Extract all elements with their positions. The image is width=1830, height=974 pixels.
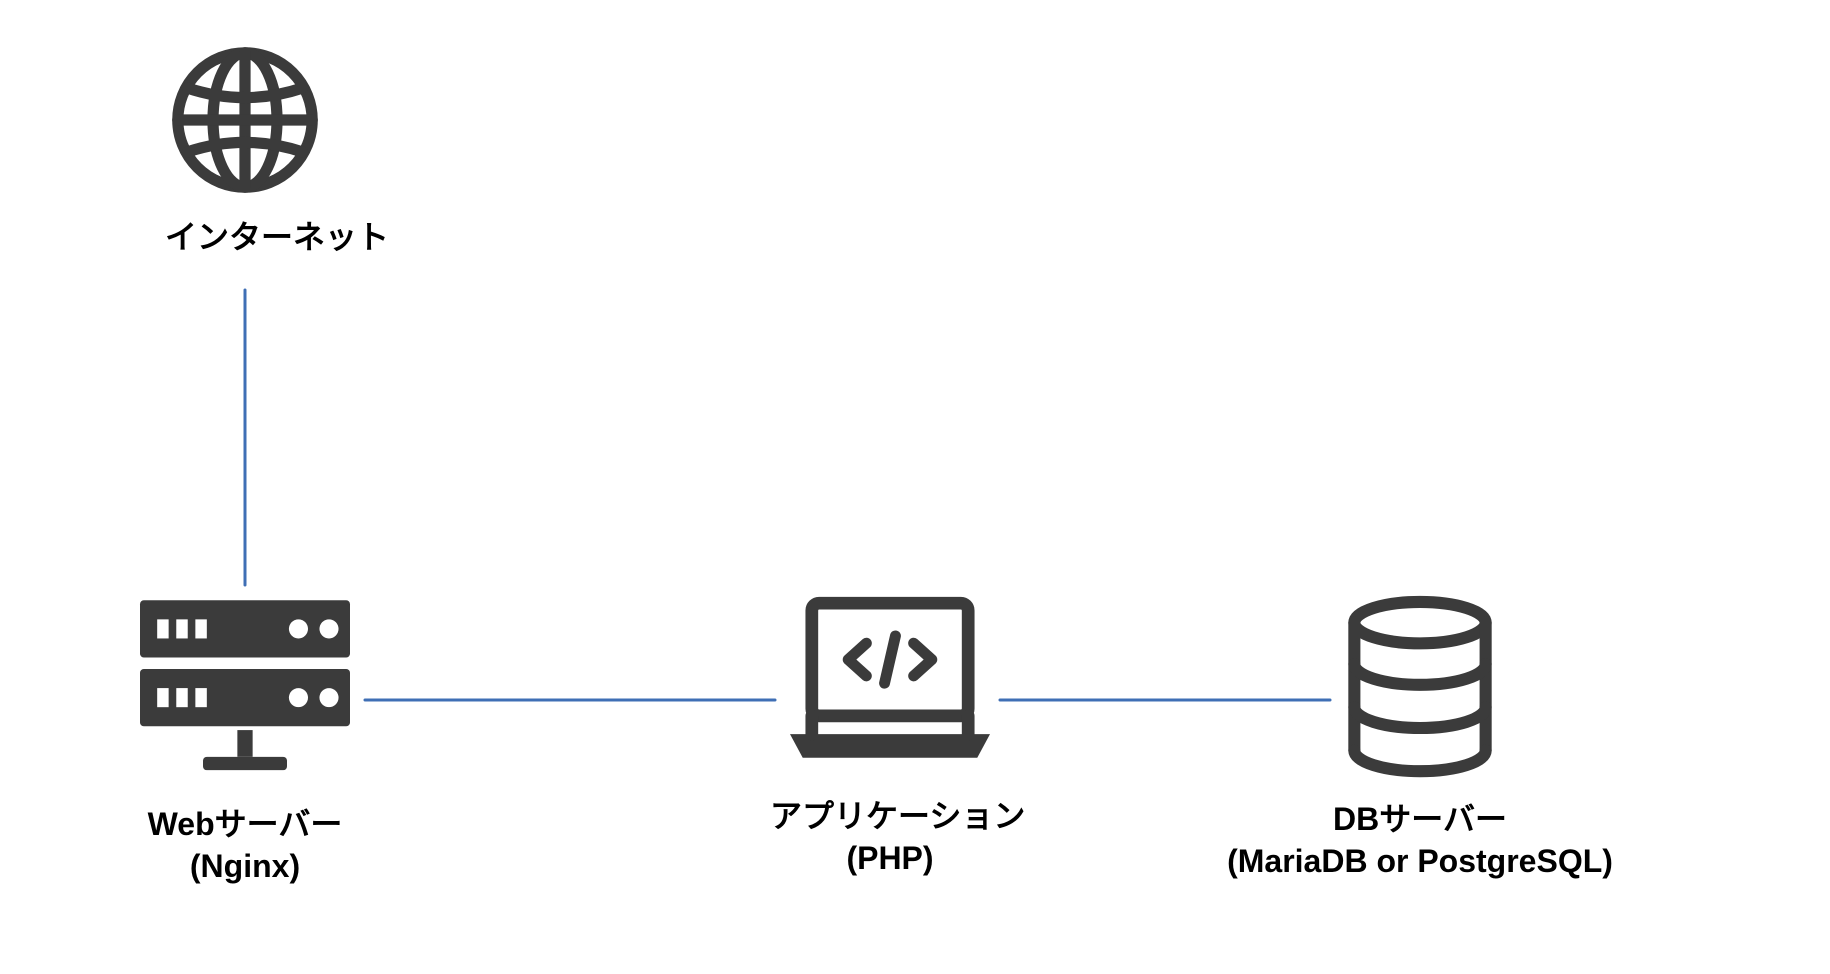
node-app-label-2: (PHP) <box>770 838 1010 880</box>
node-db-label-2: (MariaDB or PostgreSQL) <box>1210 841 1630 883</box>
database-icon <box>1330 595 1510 785</box>
node-internet-label: インターネット <box>165 217 325 259</box>
globe-icon <box>165 40 325 200</box>
diagram-canvas: インターネット <box>0 0 1830 974</box>
node-app: アプリケーション (PHP) <box>770 585 1010 879</box>
node-web: Webサーバー (Nginx) <box>130 585 360 887</box>
server-icon <box>130 585 360 795</box>
node-app-label-1: アプリケーション <box>770 796 1010 838</box>
laptop-code-icon <box>770 585 1010 785</box>
node-db-label-1: DBサーバー <box>1210 799 1630 841</box>
node-web-label-2: (Nginx) <box>130 846 360 888</box>
node-db: DBサーバー (MariaDB or PostgreSQL) <box>1210 595 1630 882</box>
node-internet: インターネット <box>165 40 325 259</box>
node-web-label-1: Webサーバー <box>130 804 360 846</box>
